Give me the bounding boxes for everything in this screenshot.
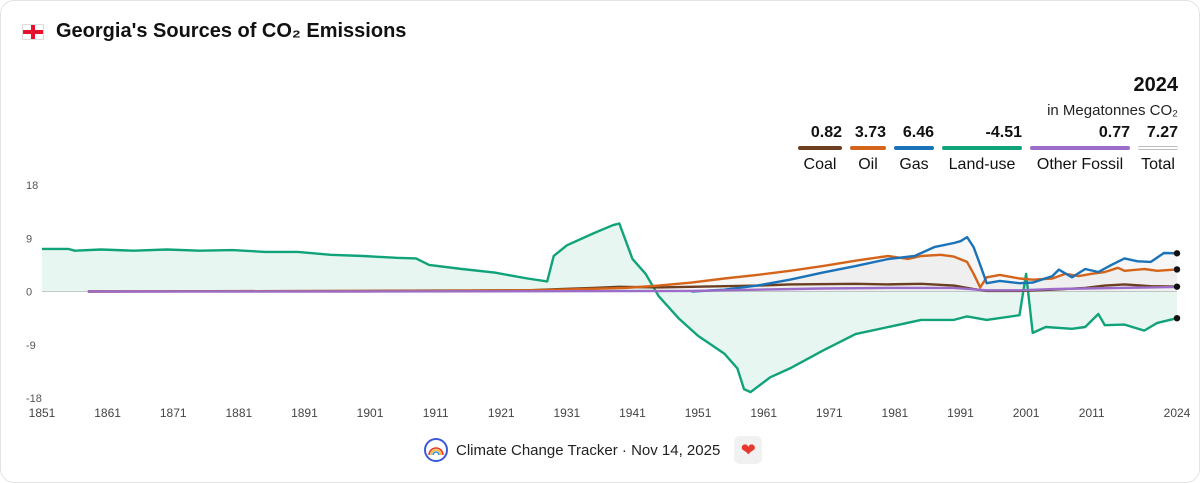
series-line-other-fossil [87, 285, 1178, 293]
legend-value: 3.73 [854, 124, 886, 141]
legend-label: Total [1141, 156, 1175, 173]
oil-area [87, 254, 1177, 292]
x-tick-label: 1881 [225, 406, 252, 420]
legend-label: Oil [858, 156, 878, 173]
end-point-land-use [1173, 314, 1181, 322]
legend-value: 0.82 [810, 124, 842, 141]
x-tick-label: 1941 [619, 406, 646, 420]
legend-value: 6.46 [902, 124, 934, 141]
series-line-oil [87, 253, 1178, 293]
legend-swatch [1030, 146, 1130, 150]
x-tick-label: 1901 [357, 406, 384, 420]
legend-label: Gas [899, 156, 929, 173]
x-tick-label: 1891 [291, 406, 318, 420]
legend-swatch [798, 146, 842, 150]
end-point-gas [1173, 250, 1181, 257]
series-line-land-use [42, 222, 1178, 394]
x-tick-label: 2024 [1164, 406, 1191, 420]
heart-icon[interactable]: ❤ [734, 436, 763, 464]
x-tick-label: 1971 [816, 406, 843, 420]
x-tick-label: 1911 [423, 406, 449, 420]
x-tick-label: 2001 [1013, 406, 1040, 420]
x-tick-label: 1851 [29, 406, 56, 420]
x-tick-label: 1861 [94, 406, 121, 420]
end-point-oil [1173, 266, 1181, 273]
y-tick-label: 0 [26, 287, 32, 299]
x-tick-label: 1951 [685, 406, 712, 420]
legend-swatch [1138, 146, 1178, 150]
legend-label: Land-use [948, 156, 1016, 173]
title-row: Georgia's Sources of CO₂ Emissions [22, 20, 406, 43]
x-tick-label: 1931 [554, 406, 581, 420]
x-tick-label: 1961 [750, 406, 777, 420]
x-tick-label: 1921 [488, 406, 515, 420]
x-tick-label: 2011 [1079, 406, 1105, 420]
x-tick-label: 1991 [947, 406, 974, 420]
legend-item-total[interactable]: 7.27 Total [1138, 124, 1178, 174]
y-tick-label: 9 [26, 233, 32, 245]
y-tick-label: 18 [26, 180, 38, 192]
rainbow-logo-icon [424, 438, 448, 462]
legend-item-gas[interactable]: 6.46 Gas [894, 124, 934, 174]
legend-value: -4.51 [985, 124, 1022, 141]
legend-swatch [850, 146, 886, 150]
legend-label: Coal [803, 156, 837, 173]
legend-value: 7.27 [1146, 124, 1178, 141]
page-title: Georgia's Sources of CO₂ Emissions [56, 20, 407, 42]
legend-value: 0.77 [1098, 124, 1130, 141]
georgia-flag-icon [22, 23, 44, 40]
end-point-coal [1173, 283, 1181, 290]
summary-unit: in Megatonnes CO₂ [1047, 102, 1178, 119]
legend-item-coal[interactable]: 0.82 Coal [798, 124, 842, 174]
x-tick-label: 1981 [882, 406, 909, 420]
legend-item-oil[interactable]: 3.73 Oil [850, 124, 886, 174]
x-tick-label: 1871 [160, 406, 187, 420]
legend-item-landuse[interactable]: -4.51 Land-use [942, 124, 1022, 174]
series-line-gas [691, 235, 1178, 293]
legend-item-other-fossil[interactable]: 0.77 Other Fossil [1030, 124, 1130, 174]
legend-swatch [942, 146, 1022, 150]
legend-swatch [894, 146, 934, 150]
legend-label: Other Fossil [1036, 156, 1124, 173]
footer-text: Climate Change Tracker · Nov 14, 2025 [456, 441, 721, 459]
y-tick-label: -9 [26, 340, 36, 352]
landuse-area [42, 223, 1177, 393]
footer: Climate Change Tracker · Nov 14, 2025 ❤ [424, 436, 763, 464]
y-tick-label: -18 [26, 393, 42, 405]
legend: 0.82 Coal 3.73 Oil 6.46 Gas -4.51 Land-u… [798, 124, 1178, 174]
summary-year: 2024 [1133, 74, 1179, 96]
